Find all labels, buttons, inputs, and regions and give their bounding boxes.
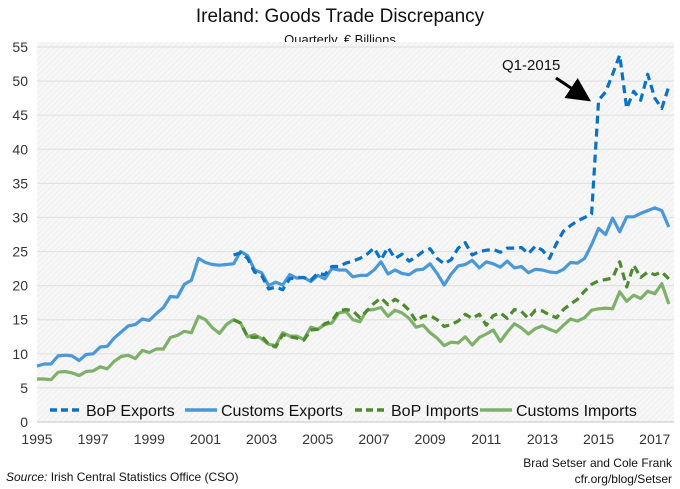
legend-label: Customs Imports — [516, 403, 637, 420]
x-tick-label: 1995 — [21, 431, 52, 447]
x-tick-label: 1999 — [134, 431, 165, 447]
x-tick-label: 2005 — [302, 431, 333, 447]
series-line-customs-imports — [37, 282, 671, 382]
x-tick-label: 2017 — [639, 431, 670, 447]
y-tick-label: 45 — [12, 107, 28, 123]
credit-url: cfr.org/blog/Setser — [574, 472, 672, 486]
credit-authors: Brad Setser and Cole Frank — [523, 456, 672, 470]
y-tick-label: 50 — [12, 73, 28, 89]
series-line-bop-imports — [232, 260, 670, 349]
y-tick-label: 25 — [12, 244, 28, 260]
source-text: Irish Central Statistics Office (CSO) — [47, 470, 239, 484]
x-tick-label: 2013 — [527, 431, 558, 447]
series-line-bop-exports — [233, 53, 671, 292]
y-tick-label: 40 — [12, 141, 28, 157]
x-tick-label: 2003 — [246, 431, 277, 447]
x-tick-label: 2001 — [190, 431, 221, 447]
source-label: Source: — [6, 470, 48, 484]
y-tick-label: 55 — [12, 39, 28, 55]
legend-label: BoP Imports — [391, 403, 479, 420]
x-tick-label: 2015 — [583, 431, 614, 447]
x-tick-label: 2011 — [471, 431, 501, 447]
plot-background — [37, 42, 674, 422]
series-line-customs-exports — [36, 206, 671, 368]
credit: Brad Setser and Cole Frank cfr.org/blog/… — [523, 455, 672, 487]
y-tick-label: 20 — [12, 278, 28, 294]
annotation-arrow — [555, 76, 591, 102]
y-tick-label: 5 — [20, 380, 28, 396]
x-tick-label: 2009 — [415, 431, 446, 447]
y-tick-label: 10 — [12, 346, 28, 362]
chart-title: Ireland: Goods Trade Discrepancy — [195, 6, 485, 27]
x-tick-label: 1997 — [78, 431, 109, 447]
y-tick-label: 15 — [12, 312, 28, 328]
x-tick-label: 2007 — [358, 431, 389, 447]
legend-label: Customs Exports — [221, 403, 343, 420]
y-tick-label: 35 — [12, 175, 28, 191]
y-tick-label: 0 — [20, 414, 28, 430]
annotation-label: Q1-2015 — [502, 57, 560, 74]
y-tick-label: 30 — [12, 209, 28, 225]
legend-label: BoP Exports — [86, 403, 175, 420]
source-note: Source: Irish Central Statistics Office … — [6, 470, 239, 484]
